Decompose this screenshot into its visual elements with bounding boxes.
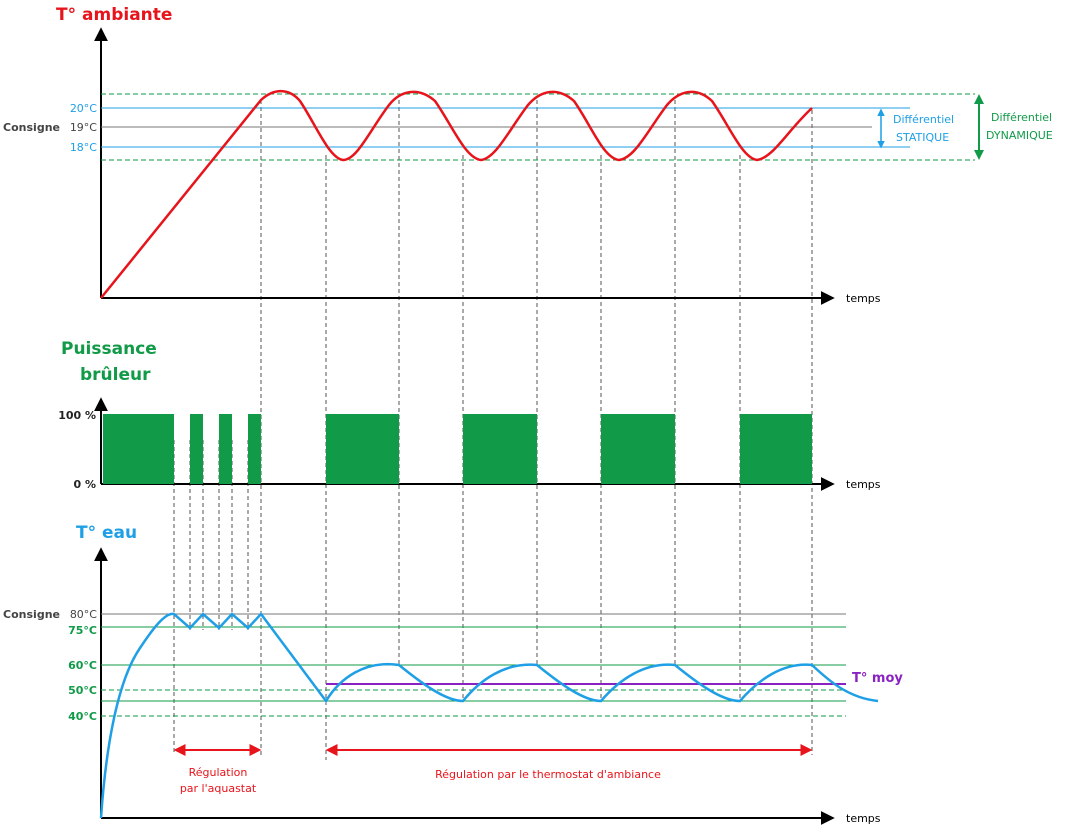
water-title: T° eau: [76, 523, 137, 543]
burner-title-line2: brûleur: [80, 365, 151, 385]
label-consigne-water: Consigne: [3, 608, 60, 621]
label-75c: 75°C: [68, 624, 97, 637]
ambient-temperature-curve: [100, 89, 813, 299]
burner-pulse: [463, 414, 537, 484]
dynamic-differential-line1: Différentiel: [991, 111, 1052, 124]
burner-pulse: [190, 414, 203, 484]
burner-panel: Puissance brûleur temps 100 % 0 %: [58, 339, 881, 491]
burner-pulse: [219, 414, 232, 484]
water-panel: T° eau temps Consigne 80°C 75°C 60°C 50°…: [3, 523, 903, 825]
label-50c: 50°C: [68, 684, 97, 697]
label-consigne-ambient: Consigne: [3, 121, 60, 134]
burner-pulse: [103, 414, 174, 484]
burner-pulses: [103, 414, 812, 484]
aquastat-regulation-line1: Régulation: [189, 766, 248, 779]
label-0-percent: 0 %: [73, 478, 96, 491]
aquastat-regulation-line2: par l'aquastat: [180, 782, 257, 795]
burner-x-label: temps: [846, 478, 881, 491]
ambient-title: T° ambiante: [56, 5, 172, 25]
burner-pulse: [740, 414, 812, 484]
static-differential-line1: Différentiel: [893, 113, 954, 126]
dynamic-differential-line2: DYNAMIQUE: [986, 129, 1053, 142]
label-18c: 18°C: [70, 141, 97, 154]
label-100-percent: 100 %: [58, 409, 96, 422]
label-19c: 19°C: [70, 121, 97, 134]
static-differential-line2: STATIQUE: [896, 131, 949, 144]
burner-pulse: [248, 414, 261, 484]
water-x-label: temps: [846, 812, 881, 825]
label-20c: 20°C: [70, 102, 97, 115]
thermostat-regulation-label: Régulation par le thermostat d'ambiance: [435, 768, 661, 781]
label-60c: 60°C: [68, 659, 97, 672]
burner-pulse: [601, 414, 675, 484]
ambient-panel: T° ambiante temps 20°C Consigne 19°C 18°…: [3, 5, 1053, 305]
label-40c: 40°C: [68, 710, 97, 723]
burner-pulse: [326, 414, 399, 484]
average-temperature-label: T° moy: [852, 671, 903, 686]
label-80c: 80°C: [70, 608, 97, 621]
ambient-x-label: temps: [846, 292, 881, 305]
burner-title-line1: Puissance: [61, 339, 157, 359]
water-temperature-curve: [99, 612, 879, 819]
